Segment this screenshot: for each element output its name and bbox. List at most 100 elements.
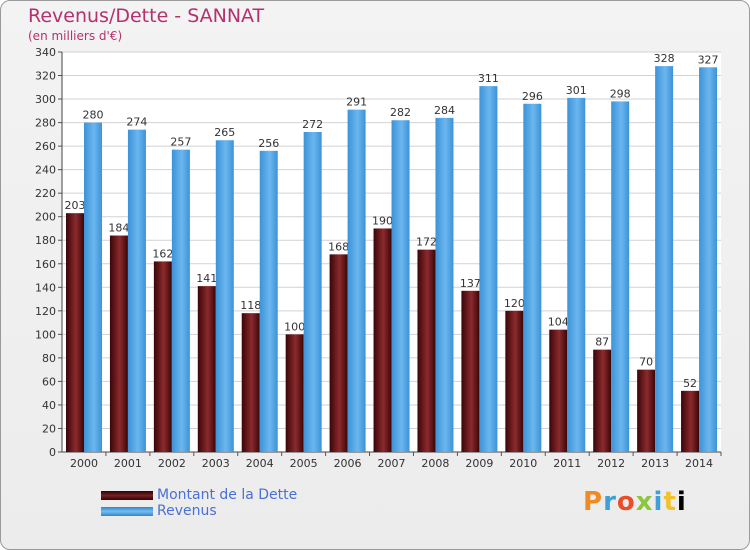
bar-debt	[461, 290, 480, 452]
data-label-revenue: 327	[698, 53, 719, 66]
legend-label-debt: Montant de la Dette	[157, 487, 298, 503]
bar-debt	[109, 235, 128, 452]
x-tick-label: 2012	[597, 457, 625, 470]
bar-debt	[505, 310, 524, 452]
data-label-revenue: 282	[390, 106, 411, 119]
y-tick-label: 140	[35, 281, 56, 294]
y-tick-label: 240	[35, 164, 56, 177]
data-label-revenue: 284	[434, 104, 455, 117]
x-tick-label: 2002	[158, 457, 186, 470]
bar-debt	[153, 261, 172, 452]
y-tick-label: 280	[35, 117, 56, 130]
proxiti-logo: Proxiti	[583, 487, 687, 517]
bar-revenue	[259, 150, 278, 452]
data-label-debt: 52	[683, 377, 697, 390]
legend-swatch-debt	[101, 490, 153, 500]
bar-debt	[241, 313, 260, 452]
data-label-revenue: 274	[126, 116, 147, 129]
x-tick-label: 2014	[685, 457, 713, 470]
data-label-debt: 118	[240, 299, 261, 312]
x-tick-label: 2004	[246, 457, 274, 470]
data-label-revenue: 280	[83, 109, 104, 122]
bar-revenue	[479, 86, 498, 452]
data-label-revenue: 291	[346, 96, 367, 109]
y-tick-label: 200	[35, 211, 56, 224]
data-label-debt: 172	[416, 236, 437, 249]
y-tick-label: 160	[35, 258, 56, 271]
bar-revenue	[435, 117, 454, 452]
data-label-debt: 104	[548, 316, 569, 329]
bar-revenue	[347, 109, 366, 452]
bar-revenue	[699, 67, 718, 452]
data-label-revenue: 256	[258, 137, 279, 150]
data-label-revenue: 311	[478, 72, 499, 85]
legend-swatch-revenue	[101, 506, 153, 516]
data-label-revenue: 272	[302, 118, 323, 131]
x-tick-label: 2013	[641, 457, 669, 470]
data-label-debt: 120	[504, 297, 525, 310]
bar-debt	[373, 228, 392, 452]
data-label-debt: 162	[152, 247, 173, 260]
data-label-revenue: 298	[610, 87, 631, 100]
bar-revenue	[523, 103, 542, 452]
x-tick-label: 2003	[202, 457, 230, 470]
data-label-revenue: 257	[170, 136, 191, 149]
y-tick-label: 340	[35, 46, 56, 59]
bar-debt	[549, 329, 568, 452]
data-label-debt: 100	[284, 320, 305, 333]
data-label-debt: 184	[108, 222, 129, 235]
x-tick-label: 2010	[509, 457, 537, 470]
data-label-debt: 168	[328, 240, 349, 253]
data-label-revenue: 301	[566, 84, 587, 97]
y-tick-label: 220	[35, 187, 56, 200]
bar-revenue	[303, 132, 322, 452]
legend-item-revenue: Revenus	[101, 503, 297, 519]
y-tick-label: 20	[42, 422, 56, 435]
x-tick-label: 2005	[290, 457, 318, 470]
y-tick-label: 80	[42, 352, 56, 365]
bar-debt	[637, 369, 656, 452]
legend-label-revenue: Revenus	[157, 503, 217, 519]
bar-debt	[593, 349, 612, 452]
legend-item-debt: Montant de la Dette	[101, 487, 297, 503]
bar-revenue	[127, 129, 146, 452]
bar-revenue	[84, 122, 102, 453]
bar-debt	[66, 213, 84, 452]
y-tick-label: 260	[35, 140, 56, 153]
x-tick-label: 2001	[114, 457, 142, 470]
chart-subtitle: (en milliers d'€)	[28, 29, 123, 43]
bar-revenue	[391, 120, 410, 452]
x-tick-label: 2009	[465, 457, 493, 470]
x-tick-label: 2006	[334, 457, 362, 470]
data-label-revenue: 328	[654, 52, 675, 65]
x-tick-label: 2007	[378, 457, 406, 470]
bar-debt	[417, 249, 436, 452]
bar-revenue	[215, 140, 234, 452]
bar-revenue	[611, 101, 630, 452]
y-tick-label: 100	[35, 328, 56, 341]
y-tick-label: 120	[35, 305, 56, 318]
bar-debt	[329, 254, 348, 452]
data-label-debt: 190	[372, 214, 393, 227]
x-tick-label: 2000	[70, 457, 98, 470]
legend: Montant de la Dette Revenus	[101, 487, 297, 519]
bar-debt	[285, 334, 304, 452]
data-label-debt: 141	[196, 272, 217, 285]
y-tick-label: 0	[49, 446, 56, 459]
y-tick-label: 180	[35, 234, 56, 247]
x-tick-label: 2011	[553, 457, 581, 470]
y-tick-label: 40	[42, 399, 56, 412]
bar-revenue	[567, 97, 586, 452]
data-label-revenue: 265	[214, 126, 235, 139]
data-label-debt: 203	[65, 199, 86, 212]
data-label-debt: 87	[595, 336, 609, 349]
bar-debt	[681, 390, 700, 452]
data-label-debt: 70	[639, 356, 653, 369]
x-tick-label: 2008	[421, 457, 449, 470]
bar-revenue	[655, 66, 674, 452]
bar-revenue	[171, 149, 190, 452]
y-tick-label: 300	[35, 93, 56, 106]
bar-debt	[197, 286, 216, 452]
